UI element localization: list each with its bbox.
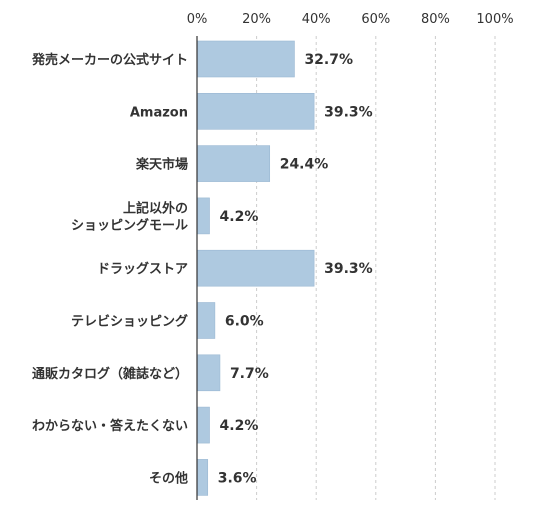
- value-label: 3.6%: [218, 470, 257, 486]
- bar: [196, 197, 210, 235]
- value-label: 39.3%: [324, 261, 373, 277]
- category-label: 楽天市場: [135, 157, 188, 173]
- category-label: テレビショッピング: [71, 314, 188, 330]
- bar: [196, 354, 221, 392]
- value-label: 39.3%: [324, 104, 373, 120]
- category-label: 通販カタログ（雑誌など）: [32, 366, 188, 382]
- category-label: ドラッグストア: [97, 261, 188, 277]
- x-tick-labels: 0% 20% 40% 60% 80% 100%: [187, 12, 514, 27]
- x-tick-label: 60%: [361, 12, 390, 27]
- bar: [196, 249, 315, 287]
- category-label: わからない・答えたくない: [32, 418, 188, 434]
- value-label: 4.2%: [220, 418, 259, 434]
- value-label: 32.7%: [304, 52, 353, 68]
- value-label: 7.7%: [230, 366, 269, 382]
- category-label: 発売メーカーの公式サイト: [31, 52, 188, 68]
- category-label: ショッピングモール: [71, 217, 188, 233]
- x-tick-label: 100%: [476, 12, 513, 27]
- x-tick-label: 20%: [242, 12, 271, 27]
- x-tick-label: 0%: [187, 12, 208, 27]
- bar: [196, 459, 209, 496]
- x-tick-label: 40%: [302, 12, 331, 27]
- bar: [196, 40, 295, 78]
- bar: [196, 145, 271, 182]
- value-labels: 32.7% 39.3% 24.4% 4.2% 39.3% 6.0% 7.7% 4.2% 3.6%: [218, 52, 373, 486]
- bar: [196, 406, 210, 444]
- gridlines: [256, 36, 496, 500]
- category-label: Amazon: [130, 105, 188, 120]
- bar: [196, 302, 216, 339]
- category-labels: 発売メーカーの公式サイト Amazon 楽天市場上記以外のショッピングモールドラッグ…: [31, 52, 188, 486]
- category-label: その他: [149, 470, 188, 486]
- bars: [196, 40, 315, 496]
- value-label: 4.2%: [220, 209, 259, 225]
- value-label: 6.0%: [225, 314, 264, 330]
- category-label: 上記以外の: [123, 200, 188, 216]
- bar: [196, 93, 315, 130]
- x-tick-label: 80%: [421, 12, 450, 27]
- value-label: 24.4%: [280, 157, 329, 173]
